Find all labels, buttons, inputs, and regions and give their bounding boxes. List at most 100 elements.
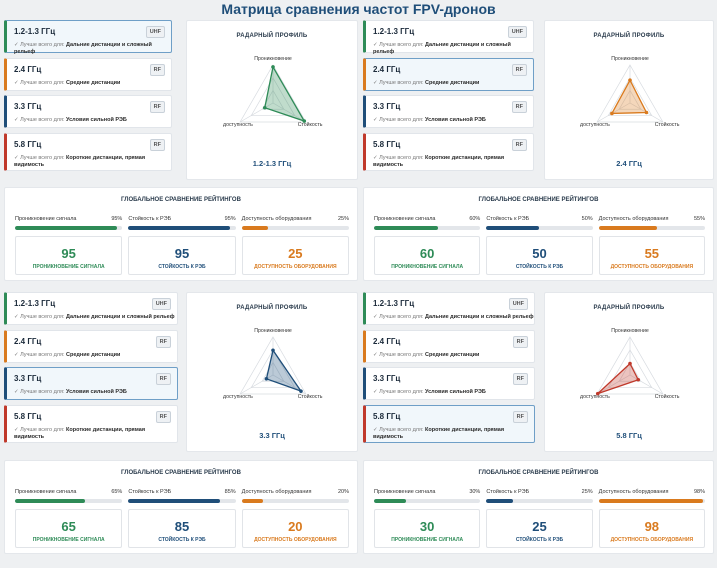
rating-score-box: 95 СТОЙКОСТЬ К РЭБ [128, 236, 236, 275]
frequency-name: 2.4 ГГц [373, 65, 401, 74]
radar-title: РАДАРНЫЙ ПРОФИЛЬ [593, 305, 665, 311]
rating-score-label: ПРОНИКНОВЕНИЕ СИГНАЛА [391, 264, 464, 270]
rating-bar-label: Стойкость к РЭБ [486, 489, 530, 495]
ratings-title: ГЛОБАЛЬНОЕ СРАВНЕНИЕ РЕЙТИНГОВ [121, 470, 241, 476]
rating-bar-label: Проникновение сигнала [15, 216, 77, 222]
frequency-name: 3.3 ГГц [373, 102, 401, 111]
radar-grid-ring [250, 77, 296, 116]
band-badge: RF [512, 411, 528, 423]
best-for-text: ✓ Лучше всего для: Короткие дистанции, п… [373, 155, 530, 169]
radar-grid-ring [239, 64, 307, 123]
radar-frequency-label: 2.4 ГГц [616, 159, 642, 168]
radar-axis-label: Стойкость [298, 121, 323, 128]
radar-point [262, 105, 267, 110]
frequency-name: 1.2-1.3 ГГц [14, 299, 56, 308]
radar-axis [629, 374, 664, 395]
radar-chart: Проникновение Стойкость доступность [223, 56, 323, 128]
rating-score-box: 60 ПРОНИКНОВЕНИЕ СИГНАЛА [374, 236, 481, 275]
radar-point [595, 391, 600, 396]
frequency-card[interactable]: 3.3 ГГц RF ✓ Лучше всего для: Условия силь… [4, 95, 172, 128]
frequency-card[interactable]: 2.4 ГГц RF ✓ Лучше всего для: Средние дист… [363, 58, 534, 91]
rating-score-value: 25 [532, 519, 547, 534]
rating-score-label: ПРОНИКНОВЕНИЕ СИГНАЛА [32, 537, 105, 543]
global-ratings-card: ГЛОБАЛЬНОЕ СРАВНЕНИЕ РЕЙТИНГОВ Проникнове… [4, 187, 358, 281]
best-for-prefix: ✓ Лучше всего для: [373, 389, 426, 395]
best-for-text: ✓ Лучше всего для: Условия сильной РЭБ [14, 389, 127, 396]
rating-score-box: 25 ДОСТУПНОСТЬ ОБОРУДОВАНИЯ [241, 236, 349, 275]
frequency-card[interactable]: 3.3 ГГц RF ✓ Лучше всего для: Условия силь… [363, 367, 535, 400]
radar-axis-label: доступность [580, 394, 610, 400]
best-for-value: Средние дистанции [425, 80, 480, 86]
rating-score-value: 98 [644, 519, 660, 534]
rating-bar-fill [241, 499, 264, 503]
radar-grid-ring [607, 77, 653, 116]
rating-score-label: ПРОНИКНОВЕНИЕ СИГНАЛА [32, 264, 105, 270]
best-for-prefix: ✓ Лучше всего для: [373, 427, 426, 433]
best-for-value: Средние дистанции [425, 352, 480, 358]
radar-axis-label: доступность [580, 122, 610, 128]
rating-score-box: 30 ПРОНИКНОВЕНИЕ СИГНАЛА [374, 509, 481, 548]
frequency-card[interactable]: 2.4 ГГц RF ✓ Лучше всего для: Средние дист… [363, 330, 535, 363]
best-for-text: ✓ Лучше всего для: Средние дистанции [373, 352, 479, 359]
frequency-card[interactable]: 2.4 ГГц RF ✓ Лучше всего для: Средние дист… [4, 330, 178, 363]
radar-point [644, 110, 649, 115]
rating-bar-label: Доступность оборудования [598, 216, 669, 222]
radar-axis-label: Стойкость [655, 393, 680, 400]
radar-profile-card: РАДАРНЫЙ ПРОФИЛЬ Проникновение Стойкость до… [544, 20, 714, 180]
rating-bar-track [374, 226, 481, 230]
radar-grid-ring [596, 64, 664, 123]
radar-point [610, 111, 614, 116]
rating-bar-label: Проникновение сигнала [15, 489, 77, 495]
rating-bar-fill [486, 226, 540, 230]
radar-data-area [264, 65, 306, 123]
rating-score-box: 95 ПРОНИКНОВЕНИЕ СИГНАЛА [15, 236, 123, 275]
frequency-card[interactable]: 5.8 ГГц RF ✓ Лучше всего для: Короткие дис… [363, 133, 534, 171]
radar-point [271, 348, 275, 353]
rating-score-value: 60 [419, 246, 435, 261]
band-badge: UHF [508, 298, 528, 310]
rating-bar-fill [486, 499, 513, 503]
frequency-name: 5.8 ГГц [373, 412, 401, 421]
rating-bar-percent: 25% [337, 216, 349, 222]
radar-profile-card: РАДАРНЫЙ ПРОФИЛЬ Проникновение Стойкость до… [544, 292, 714, 452]
frequency-card[interactable]: 1.2-1.3 ГГц UHF ✓ Лучше всего для: Дальние… [363, 20, 534, 56]
best-for-value: Дальние дистанции и сложный рельеф [425, 314, 534, 320]
radar-data-area [610, 78, 648, 115]
radar-title: РАДАРНЫЙ ПРОФИЛЬ [593, 33, 665, 39]
frequency-card[interactable]: 3.3 ГГц RF ✓ Лучше всего для: Условия силь… [363, 95, 534, 128]
best-for-value: Короткие дистанции, прямая видимость [14, 427, 146, 440]
rating-bar-label: Стойкость к РЭБ [486, 216, 530, 222]
best-for-prefix: ✓ Лучше всего для: [14, 389, 67, 395]
best-for-value: Условия сильной РЭБ [66, 389, 127, 395]
rating-score-label: ДОСТУПНОСТЬ ОБОРУДОВАНИЯ [610, 537, 694, 543]
frequency-card[interactable]: 2.4 ГГц RF ✓ Лучше всего для: Средние дист… [4, 58, 172, 91]
radar-grid-ring [596, 336, 664, 395]
radar-grid-ring [261, 89, 285, 110]
rating-score-box: 25 СТОЙКОСТЬ К РЭБ [486, 509, 593, 548]
frequency-card[interactable]: 1.2-1.3 ГГц UHF ✓ Лучше всего для: Дальние… [4, 20, 172, 55]
rating-score-label: СТОЙКОСТЬ К РЭБ [515, 264, 564, 270]
radar-grid-ring [239, 336, 307, 395]
rating-score-value: 30 [419, 519, 435, 534]
frequency-card[interactable]: 1.2-1.3 ГГц UHF ✓ Лучше всего для: Дальние… [363, 292, 535, 325]
frequency-card[interactable]: 5.8 ГГц RF ✓ Лучше всего для: Короткие дис… [4, 405, 178, 443]
radar-axis-label: Проникновение [254, 56, 292, 62]
best-for-value: Средние дистанции [66, 80, 121, 86]
frequency-name: 1.2-1.3 ГГц [373, 27, 415, 36]
best-for-text: ✓ Лучше всего для: Короткие дистанции, п… [14, 427, 174, 441]
best-for-text: ✓ Лучше всего для: Короткие дистанции, п… [14, 155, 168, 169]
best-for-text: ✓ Лучше всего для: Дальние дистанции и с… [373, 42, 533, 56]
rating-bar-fill [15, 226, 117, 230]
frequency-card[interactable]: 5.8 ГГц RF ✓ Лучше всего для: Короткие дис… [363, 405, 535, 443]
rating-bar-track [241, 226, 349, 230]
frequency-card[interactable]: 5.8 ГГц RF ✓ Лучше всего для: Короткие дис… [4, 133, 172, 171]
rating-bar-label: Доступность оборудования [598, 489, 669, 495]
band-badge: RF [155, 373, 171, 385]
best-for-prefix: ✓ Лучше всего для: [14, 80, 67, 86]
frequency-name: 5.8 ГГц [14, 140, 42, 149]
rating-bar-percent: 55% [693, 216, 705, 222]
radar-axis-label: Стойкость [298, 393, 323, 400]
frequency-card[interactable]: 1.2-1.3 ГГц UHF ✓ Лучше всего для: Дальние… [4, 292, 178, 325]
frequency-card[interactable]: 3.3 ГГц RF ✓ Лучше всего для: Условия силь… [4, 367, 178, 400]
radar-grid-ring [618, 361, 642, 382]
